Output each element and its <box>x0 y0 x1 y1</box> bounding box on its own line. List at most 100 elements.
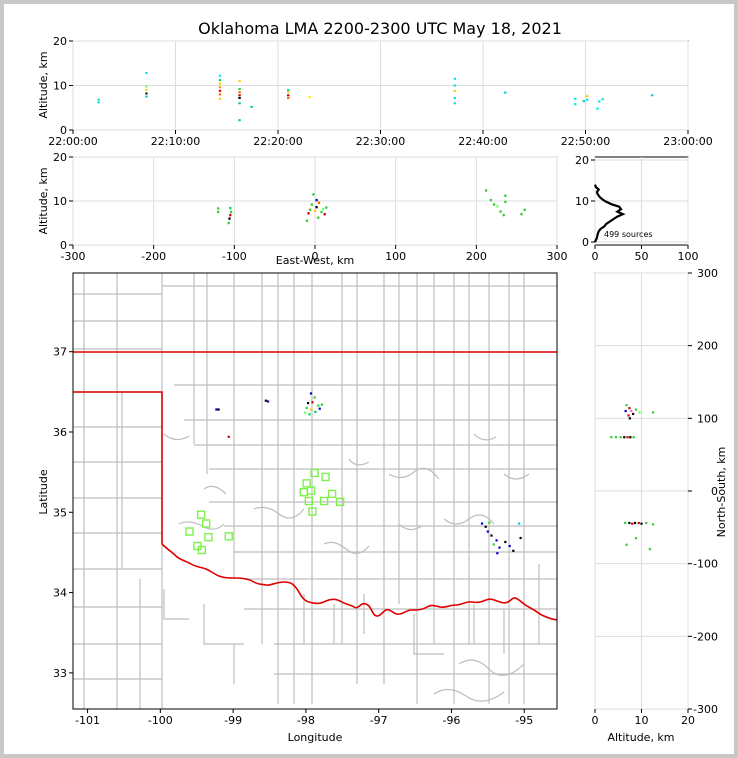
lightning-source <box>217 207 220 210</box>
lightning-source <box>218 82 222 85</box>
lightning-source <box>490 534 493 537</box>
lightning-source <box>325 206 328 209</box>
time-axis-tick-label: 22:50:00 <box>561 135 610 148</box>
lightning-source <box>217 408 220 411</box>
lightning-source <box>304 411 307 414</box>
lightning-source <box>652 523 655 526</box>
station-marker <box>304 496 314 506</box>
lightning-source <box>317 216 320 219</box>
lightning-source <box>640 522 643 525</box>
lightning-source <box>227 221 230 225</box>
lightning-source <box>305 406 308 409</box>
lightning-source <box>586 95 589 98</box>
lightning-source <box>634 408 638 411</box>
station-marker <box>201 519 211 528</box>
lightning-source <box>305 219 309 222</box>
ew-altitude-panel: -300 -200 -100 0 100 200 300 0 10 20 Altitude, km… <box>37 151 568 267</box>
lightning-source <box>645 521 648 525</box>
ew-axis-tick-label: 100 <box>385 250 406 263</box>
lightning-source <box>630 409 633 413</box>
time-altitude-yaxis-tick-label: 0 <box>60 124 67 137</box>
lightning-source <box>484 525 487 528</box>
station-marker <box>204 532 213 542</box>
lightning-source <box>315 205 318 209</box>
histogram-panel: 0 50 100 0 10 20 499 sources <box>575 154 699 263</box>
lightning-source <box>218 79 222 82</box>
lightning-source <box>323 213 326 216</box>
station-marker <box>308 507 317 516</box>
lightning-source <box>601 98 604 101</box>
lightning-source <box>625 404 628 407</box>
ew-axis-tick-label: -300 <box>61 250 86 263</box>
lightning-source <box>453 89 457 92</box>
lightning-source <box>317 201 321 204</box>
lightning-source <box>614 436 618 439</box>
lightning-source <box>519 536 522 540</box>
time-axis-tick-label: 22:20:00 <box>253 135 302 148</box>
station-marker <box>310 468 319 478</box>
latitude-axis-tick-label: 33 <box>53 667 67 680</box>
lightning-source <box>238 91 241 94</box>
lightning-source <box>496 205 499 208</box>
ew-axis-tick-label: 0 <box>312 250 319 263</box>
lightning-source <box>453 77 457 80</box>
lightning-source <box>238 94 241 97</box>
station-marker <box>306 486 316 495</box>
lightning-source <box>650 94 654 97</box>
ns-yaxis-tick-label: -100 <box>693 558 718 571</box>
lightning-source <box>287 91 290 94</box>
lightning-source <box>313 209 317 212</box>
hist-xaxis-tick-label: 50 <box>635 250 649 263</box>
lightning-source <box>637 521 640 525</box>
lightning-source <box>307 212 310 215</box>
lightning-source <box>484 189 488 192</box>
ew-xlabel: East-West, km <box>276 254 354 267</box>
time-axis-tick-label: 22:10:00 <box>151 135 200 148</box>
lightning-source <box>610 436 613 439</box>
lightning-source <box>629 436 632 439</box>
lightning-source <box>619 436 622 439</box>
lightning-source <box>498 546 501 549</box>
time-axis-tick-label: 22:00:00 <box>48 135 97 148</box>
lightning-source <box>624 521 627 525</box>
ew-altitude-yaxis-tick-label: 20 <box>53 151 67 164</box>
ew-axis-tick-label: -200 <box>141 250 166 263</box>
lightning-source <box>574 97 577 100</box>
ns-ylabel: North-South, km <box>715 447 728 538</box>
lightning-source <box>309 408 313 411</box>
lightning-source <box>625 543 628 546</box>
lightning-source <box>314 410 317 414</box>
hist-yaxis-tick-label: 20 <box>575 154 589 167</box>
lightning-source <box>504 540 507 544</box>
lightning-source <box>229 206 232 210</box>
lightning-source <box>320 403 324 406</box>
lightning-source <box>523 208 526 211</box>
station-marker <box>196 510 206 519</box>
lightning-source <box>218 97 222 100</box>
station-marker <box>185 527 194 536</box>
lightning-source <box>145 72 148 75</box>
lightning-source <box>512 549 515 552</box>
lightning-source <box>492 203 496 206</box>
lightning-source <box>582 100 585 103</box>
lightning-source <box>495 539 498 542</box>
lightning-source <box>624 409 627 413</box>
latitude-label: Latitude <box>37 469 50 515</box>
lightning-source <box>480 522 484 525</box>
lightning-source <box>504 91 507 94</box>
altitude-histogram-line <box>593 184 626 243</box>
lightning-source <box>586 98 589 101</box>
ns-yaxis-tick-label: -200 <box>693 630 718 643</box>
ew-altitude-yaxis-tick-label: 10 <box>53 195 67 208</box>
ns-xlabel: Altitude, km <box>607 731 674 744</box>
time-altitude-yaxis-tick-label: 10 <box>53 80 67 93</box>
lightning-source <box>315 198 318 202</box>
lightning-source <box>486 530 489 533</box>
lightning-source <box>574 103 577 106</box>
lightning-source <box>229 213 232 217</box>
longitude-axis-tick-label: -98 <box>297 714 315 727</box>
longitude-axis-tick-label: -96 <box>442 714 460 727</box>
lightning-source <box>145 88 148 91</box>
lightning-source <box>504 200 507 204</box>
lightning-source <box>287 94 290 97</box>
